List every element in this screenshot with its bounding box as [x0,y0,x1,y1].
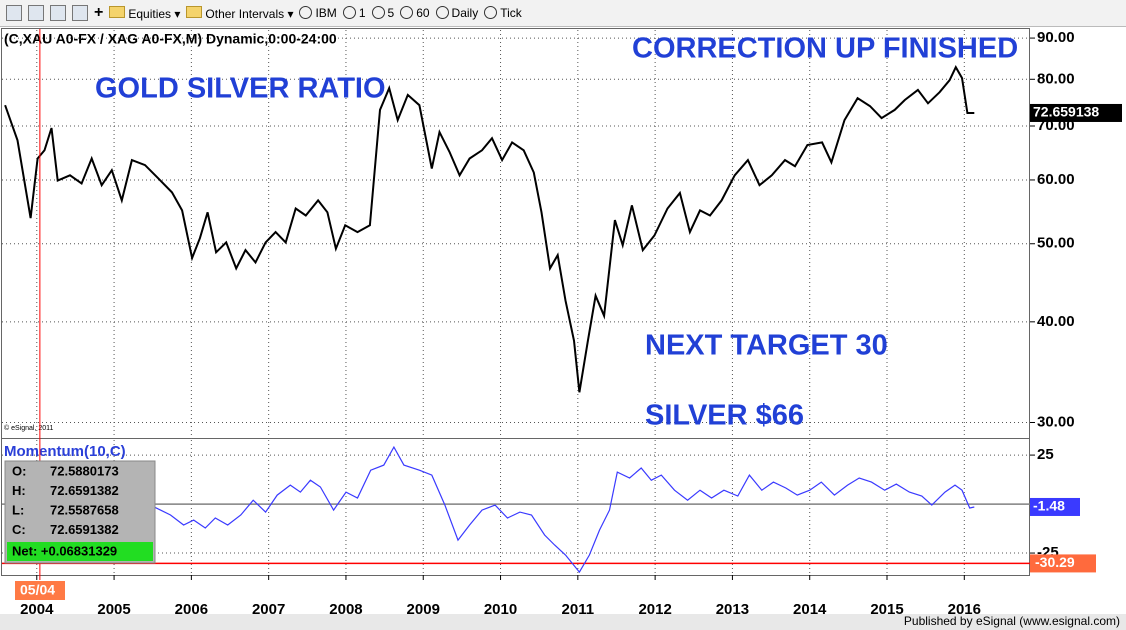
net-box [7,542,153,561]
label: 5 [387,6,395,20]
cursor-label-box [15,581,65,600]
toolbar-item[interactable]: Daily [435,6,479,20]
watermark: © eSignal, 2011 [4,424,54,432]
toolbar-item[interactable]: 1 [342,6,366,20]
icon[interactable] [28,5,44,21]
y-tick-label: 50.00 [1037,235,1075,252]
annotation: GOLD SILVER RATIO [95,73,386,105]
reference-label: -30.29 [1035,554,1075,570]
background [0,28,1126,614]
footer: Published by eSignal (www.esignal.com) [904,614,1120,628]
info-value: 72.6591382 [50,483,119,498]
toolbar-item[interactable]: Tick [484,6,522,20]
y-tick-label: 30.00 [1037,413,1075,430]
label: Tick [500,6,522,20]
icon[interactable] [6,5,22,21]
x-tick-label: 2005 [97,601,130,618]
label: Other Intervals [205,6,285,21]
x-tick-label: 2006 [175,601,208,618]
info-value: 72.5587658 [50,502,119,517]
icon[interactable] [50,5,66,21]
panel-title: Momentum(10,C) [4,443,126,460]
x-tick-label: 2012 [638,601,671,618]
annotation: CORRECTION UP FINISHED [632,33,1018,65]
annotation: NEXT TARGET 30 [645,330,888,362]
x-tick-label: 2009 [407,601,440,618]
reference-label-box [1030,554,1096,573]
y-tick-label: 40.00 [1037,313,1075,330]
y-tick-label: 90.00 [1037,29,1075,46]
add-icon[interactable]: + [94,4,104,21]
label: 1 [358,6,366,20]
x-tick-label: 2011 [562,601,595,618]
series-line [150,445,975,574]
info-key: H: [12,483,26,498]
toolbar-item[interactable]: Equities ▾ [109,5,180,21]
x-tick-label: 2008 [329,601,362,618]
y-tick-label: 60.00 [1037,171,1075,188]
icon[interactable] [72,5,88,21]
toolbar-item[interactable]: IBM [299,6,337,20]
toolbar-item[interactable]: Other Intervals ▾ [186,5,293,21]
y-tick-label: 25 [1037,446,1054,463]
x-tick-label: 2013 [716,601,749,618]
momentum-panel [1,438,1030,576]
info-value: 72.6591382 [50,522,119,537]
x-tick-label: 2015 [870,601,903,618]
label: IBM [315,6,337,20]
info-key: C: [12,522,26,537]
label: Daily [451,6,479,20]
cursor-label: 05/04 [20,582,55,598]
y-tick-label: 80.00 [1037,70,1075,87]
toolbar-item[interactable]: 5 [371,6,395,20]
label: 60 [416,6,430,20]
info-key: L: [12,502,24,517]
toolbar-item[interactable]: 60 [400,6,430,20]
annotation: SILVER $66 [645,400,804,432]
x-tick-label: 2004 [20,601,54,618]
info-net: Net: +0.06831329 [12,543,117,558]
last-value-label: -1.48 [1033,498,1065,514]
label: Equities [128,6,172,21]
footer-bar [0,614,1126,630]
series-line [4,65,975,393]
x-tick-label: 2007 [252,601,285,618]
toolbar: + Equities ▾ Other Intervals ▾ IBM 1 5 6… [0,0,1126,27]
x-tick-label: 2016 [948,601,981,618]
x-tick-label: 2014 [793,601,827,618]
info-key: O: [12,463,26,478]
last-value-box [1030,497,1080,516]
last-value-label: 72.659138 [1033,104,1099,120]
last-value-box [1030,103,1122,122]
x-tick-label: 2010 [484,601,517,618]
panel-title: (C,XAU A0-FX / XAG A0-FX,M) Dynamic,0:00… [4,31,337,47]
info-value: 72.5880173 [50,463,119,478]
